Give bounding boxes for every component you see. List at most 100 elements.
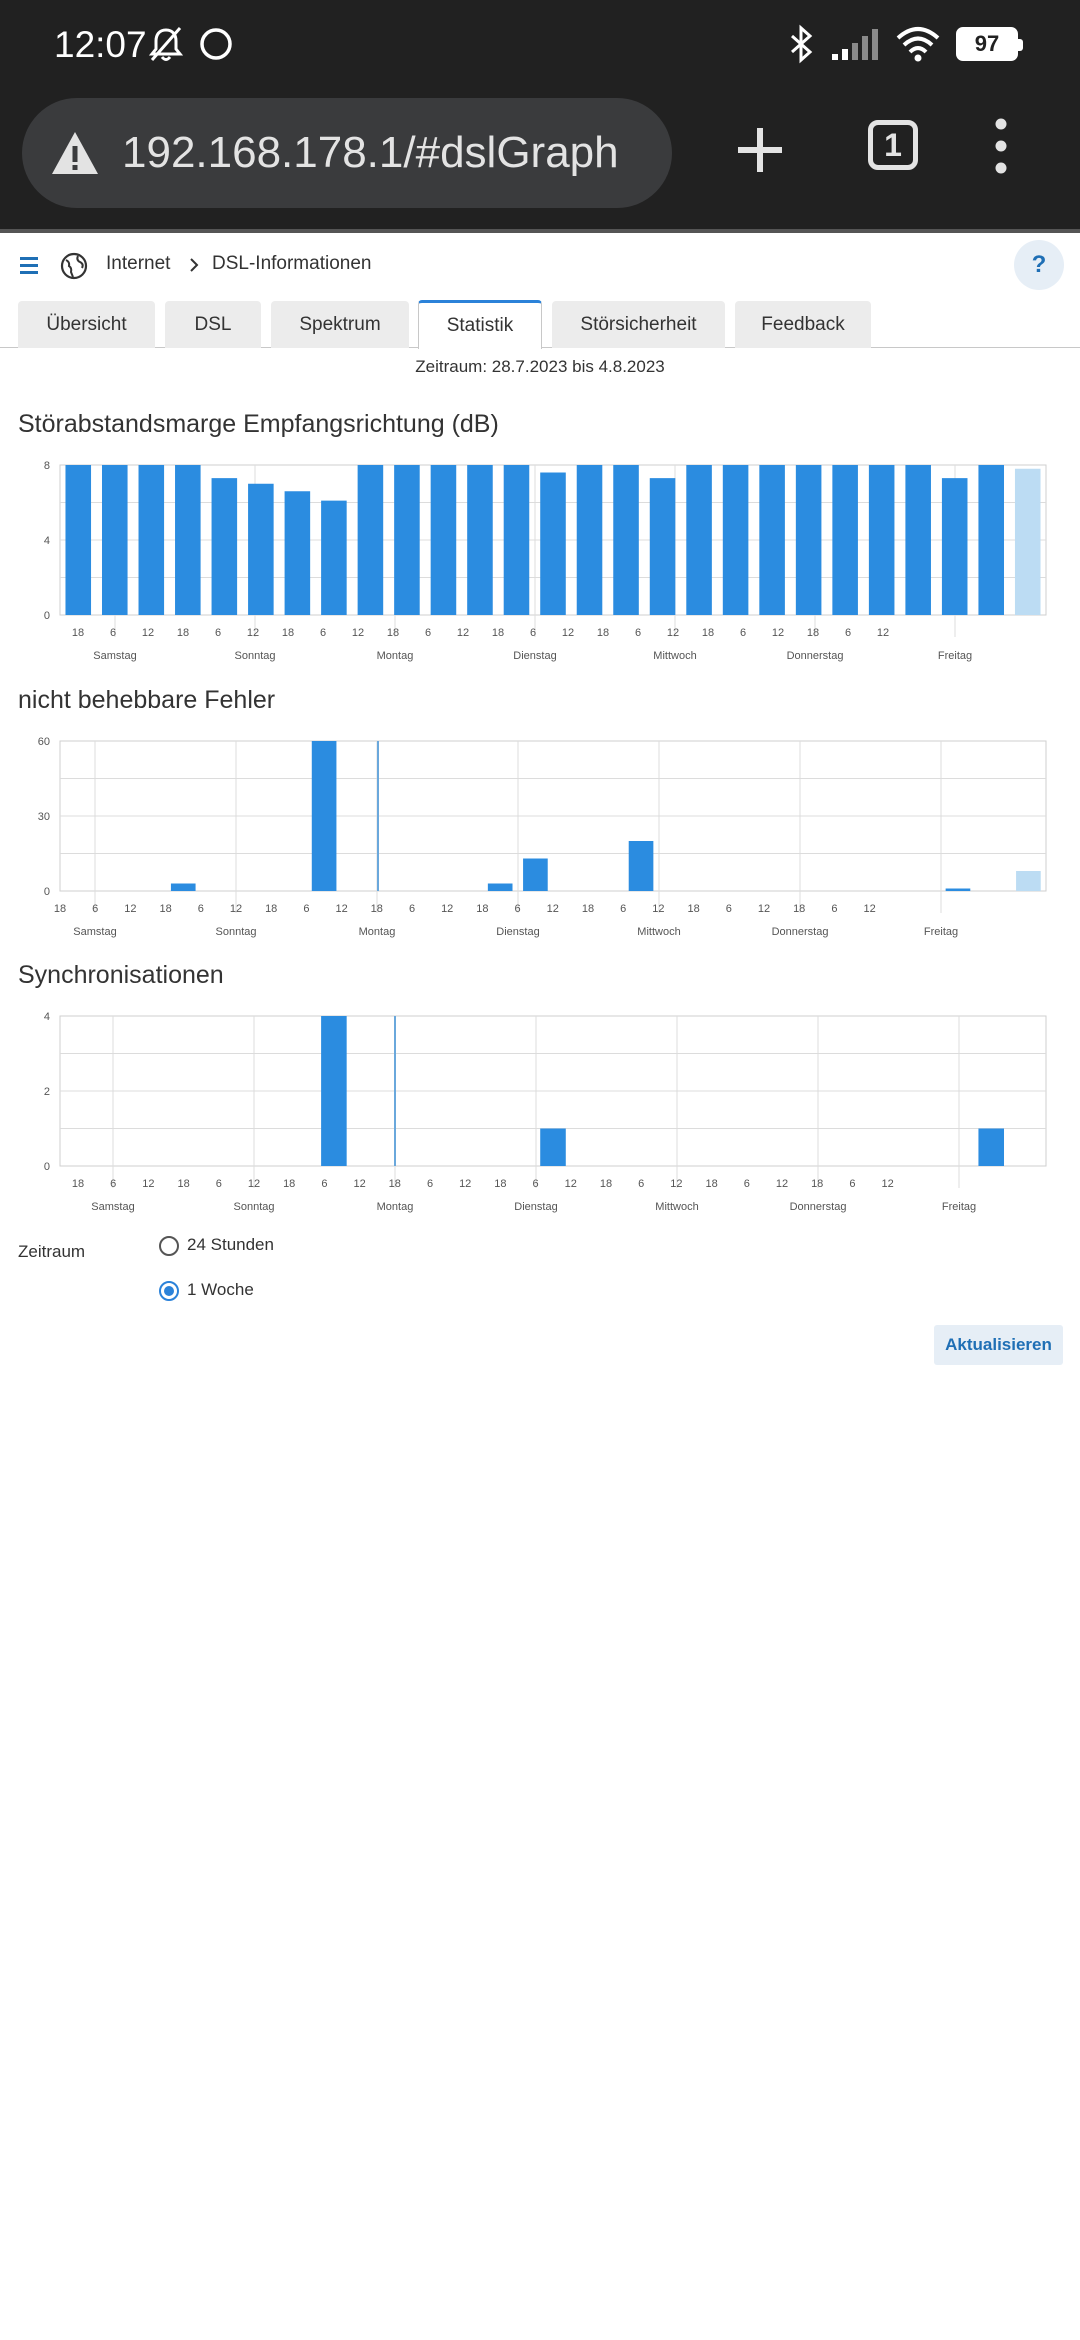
hour-tick-label: 18 bbox=[282, 627, 294, 639]
radio-24-stunden[interactable] bbox=[159, 1236, 179, 1256]
hour-tick-label: 18 bbox=[389, 1178, 401, 1190]
chart-title-snr: Störabstandsmarge Empfangsrichtung (dB) bbox=[18, 410, 499, 438]
radio-label-24-stunden[interactable]: 24 Stunden bbox=[187, 1235, 274, 1254]
bar-3 bbox=[175, 465, 201, 615]
hour-tick-label: 12 bbox=[335, 903, 347, 915]
day-label: Freitag bbox=[938, 650, 972, 662]
hour-tick-label: 12 bbox=[352, 627, 364, 639]
y-tick-label: 60 bbox=[38, 736, 50, 748]
day-label: Freitag bbox=[924, 926, 958, 938]
y-tick-label: 2 bbox=[44, 1086, 50, 1098]
tab-stoersicherheit[interactable]: Störsicherheit bbox=[552, 301, 725, 348]
tab-feedback[interactable]: Feedback bbox=[735, 301, 871, 348]
y-tick-label: 4 bbox=[44, 535, 50, 547]
hour-tick-label: 6 bbox=[427, 1178, 433, 1190]
y-tick-label: 4 bbox=[44, 1011, 50, 1023]
hour-tick-label: 18 bbox=[687, 903, 699, 915]
day-label: Freitag bbox=[942, 1201, 976, 1213]
hour-tick-label: 12 bbox=[459, 1178, 471, 1190]
hour-tick-label: 18 bbox=[476, 903, 488, 915]
hour-tick-label: 12 bbox=[670, 1178, 682, 1190]
wifi-icon bbox=[896, 27, 940, 62]
circle-icon bbox=[200, 28, 232, 60]
bar-5 bbox=[248, 483, 274, 615]
hour-tick-label: 18 bbox=[54, 903, 66, 915]
hour-tick-label: 18 bbox=[492, 627, 504, 639]
status-right-icons: 97 bbox=[786, 24, 1023, 64]
tab-statistik[interactable]: Statistik bbox=[418, 300, 542, 349]
hour-tick-label: 6 bbox=[110, 627, 116, 639]
refresh-button[interactable]: Aktualisieren bbox=[934, 1325, 1063, 1365]
hour-tick-label: 18 bbox=[72, 627, 84, 639]
day-label: Samstag bbox=[91, 1201, 134, 1213]
radio-label-1-woche[interactable]: 1 Woche bbox=[187, 1280, 254, 1299]
hour-tick-label: 18 bbox=[702, 627, 714, 639]
hour-tick-label: 12 bbox=[248, 1178, 260, 1190]
y-tick-label: 8 bbox=[44, 460, 50, 472]
signal-icon bbox=[832, 29, 878, 60]
bar-10 bbox=[430, 465, 457, 615]
tab-dsl[interactable]: DSL bbox=[165, 301, 261, 348]
snr-margin-chart: 0 4 8 18 6 12 18 6 12 18 6 12 18 6 12 18 6 12 18 6 12 18 6 12 18… bbox=[44, 460, 1047, 662]
hour-tick-label: 6 bbox=[849, 1178, 855, 1190]
hour-tick-label: 12 bbox=[124, 903, 136, 915]
bar-16 bbox=[649, 478, 676, 615]
hour-tick-label: 12 bbox=[776, 1178, 788, 1190]
breadcrumb-internet[interactable]: Internet bbox=[106, 253, 171, 274]
uncorrectable-errors-chart: 0 30 60 18 6 12 18 6 12 18 6 12 18 6 12 18 6 12 18 6 12 18 6 12… bbox=[38, 736, 1047, 938]
more-vert-icon[interactable] bbox=[990, 116, 1012, 176]
hour-tick-label: 6 bbox=[321, 1178, 327, 1190]
warning-icon[interactable] bbox=[50, 128, 100, 178]
tab-switcher-button[interactable]: 1 bbox=[868, 120, 918, 170]
bluetooth-icon bbox=[791, 24, 813, 64]
url-text[interactable]: 192.168.178.1/#dslGraph bbox=[122, 128, 619, 177]
bar-2 bbox=[138, 465, 165, 615]
day-label: Donnerstag bbox=[772, 926, 829, 938]
hour-tick-label: 12 bbox=[652, 903, 664, 915]
hour-tick-label: 12 bbox=[230, 903, 242, 915]
hour-tick-label: 18 bbox=[177, 627, 189, 639]
menu-icon[interactable] bbox=[18, 254, 44, 276]
chevron-right-icon bbox=[190, 258, 199, 272]
hour-tick-label: 18 bbox=[582, 903, 594, 915]
bar-4 bbox=[211, 478, 238, 615]
bar-6 bbox=[284, 491, 311, 615]
tab-uebersicht[interactable]: Übersicht bbox=[18, 301, 155, 348]
bar-20 bbox=[795, 465, 822, 615]
bar-17 bbox=[686, 465, 712, 615]
day-label: Mittwoch bbox=[655, 1201, 698, 1213]
plus-icon[interactable] bbox=[732, 122, 788, 178]
hour-tick-label: 12 bbox=[142, 1178, 154, 1190]
period-info: Zeitraum: 28.7.2023 bis 4.8.2023 bbox=[415, 357, 665, 376]
status-bar: 12:07 97 bbox=[0, 0, 1080, 92]
status-time: 12:07 bbox=[54, 24, 147, 65]
hour-tick-label: 6 bbox=[216, 1178, 222, 1190]
hour-tick-label: 12 bbox=[353, 1178, 365, 1190]
day-label: Dienstag bbox=[514, 1201, 557, 1213]
bar-8 bbox=[357, 465, 384, 615]
hour-tick-label: 6 bbox=[533, 1178, 539, 1190]
tab-spektrum[interactable]: Spektrum bbox=[271, 301, 409, 348]
hour-tick-label: 6 bbox=[845, 627, 851, 639]
bar-19 bbox=[759, 465, 785, 615]
hour-tick-label: 12 bbox=[457, 627, 469, 639]
hour-tick-label: 12 bbox=[142, 627, 154, 639]
help-button[interactable]: ? bbox=[1014, 240, 1064, 290]
bar-14 bbox=[576, 465, 603, 615]
bar-9 bbox=[394, 465, 420, 615]
bar-3 bbox=[170, 883, 196, 891]
hour-tick-label: 12 bbox=[877, 627, 889, 639]
globe-icon bbox=[60, 252, 88, 280]
hour-tick-label: 12 bbox=[441, 903, 453, 915]
radio-1-woche[interactable] bbox=[159, 1281, 179, 1301]
y-tick-label: 0 bbox=[44, 610, 50, 622]
hour-tick-label: 6 bbox=[620, 903, 626, 915]
hour-tick-label: 6 bbox=[198, 903, 204, 915]
y-tick-label: 0 bbox=[44, 886, 50, 898]
hour-tick-label: 6 bbox=[638, 1178, 644, 1190]
hour-tick-label: 18 bbox=[494, 1178, 506, 1190]
bar-18 bbox=[722, 465, 749, 615]
hour-tick-label: 18 bbox=[811, 1178, 823, 1190]
period-label: Zeitraum bbox=[18, 1242, 86, 1261]
url-bar[interactable]: 192.168.178.1/#dslGraph bbox=[22, 98, 672, 208]
